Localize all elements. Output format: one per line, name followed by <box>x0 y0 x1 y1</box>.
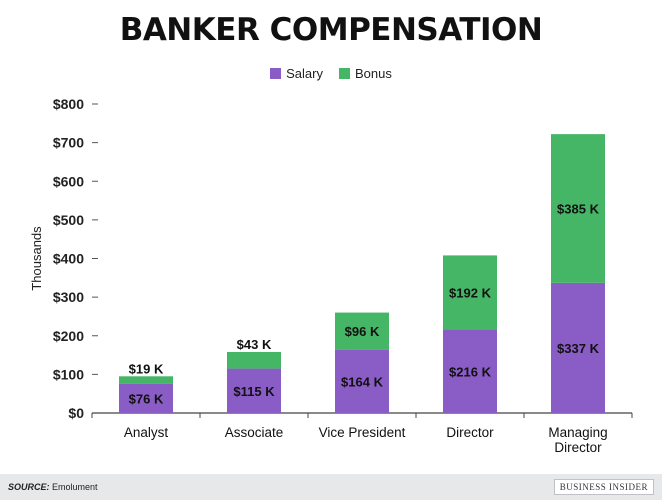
legend-swatch-bonus <box>338 68 350 79</box>
x-tick-label: Analyst <box>124 425 169 440</box>
y-tick-label: $400 <box>53 251 84 267</box>
legend-label-bonus: Bonus <box>354 66 392 81</box>
bar-bonus <box>551 134 605 283</box>
bar-data-label-salary: $76 K <box>129 391 164 406</box>
bar-data-label-salary: $115 K <box>233 384 275 399</box>
bar-salary <box>119 383 173 413</box>
stacked-bar-chart: $0 $100 $200 $300 $400 $500 $600 $700 $800 Thousa… <box>29 96 633 455</box>
bar-data-label-salary: $337 K <box>557 341 600 356</box>
y-tick-label: $800 <box>53 96 84 112</box>
x-tick-label: Director <box>446 425 494 440</box>
y-tick-label: $700 <box>53 135 84 151</box>
chart-legend: Salary Bonus <box>0 66 662 81</box>
bar-bonus <box>335 312 389 350</box>
legend-swatch-salary <box>270 68 282 79</box>
legend-label-salary: Salary <box>286 66 323 81</box>
source-note: SOURCE: Emolument <box>8 482 98 492</box>
page-title: BANKER COMPENSATION <box>119 12 543 48</box>
legend-item-bonus: Bonus <box>338 66 392 81</box>
bar-data-label-bonus: $19 K <box>129 361 164 376</box>
bar-data-label-salary: $216 K <box>449 364 492 379</box>
bar-data-label-bonus: $96 K <box>345 324 380 339</box>
bar-bonus <box>119 376 173 384</box>
y-tick-label: $300 <box>53 289 84 305</box>
x-tick-label: Managing <box>548 425 607 440</box>
y-tick-label: $0 <box>68 405 84 421</box>
source-value: Emolument <box>52 482 98 492</box>
legend-item-salary: Salary <box>270 66 323 81</box>
bar-data-label-bonus: $385 K <box>557 201 600 216</box>
source-key: SOURCE: <box>8 482 50 492</box>
x-tick-label: Associate <box>225 425 284 440</box>
bar-salary <box>227 368 281 413</box>
bar-bonus <box>227 351 281 369</box>
x-tick-label: Vice President <box>319 425 406 440</box>
brand-logo: BUSINESS INSIDER <box>553 479 654 495</box>
footer-bar: SOURCE: Emolument BUSINESS INSIDER <box>0 474 662 500</box>
y-tick-label: $500 <box>53 212 84 228</box>
bar-data-label-bonus: $192 K <box>449 285 492 300</box>
y-tick-label: $200 <box>53 328 84 344</box>
bar-salary <box>551 282 605 413</box>
y-tick-label: $100 <box>53 366 84 382</box>
y-tick-label: $600 <box>53 173 84 189</box>
bar-bonus <box>443 255 497 330</box>
bar-data-label-bonus: $43 K <box>237 337 272 352</box>
y-axis-title: Thousands <box>29 226 44 291</box>
x-tick-label: Director <box>554 440 602 455</box>
bar-data-label-salary: $164 K <box>341 374 384 389</box>
bar-salary <box>443 329 497 413</box>
bar-salary <box>335 349 389 413</box>
